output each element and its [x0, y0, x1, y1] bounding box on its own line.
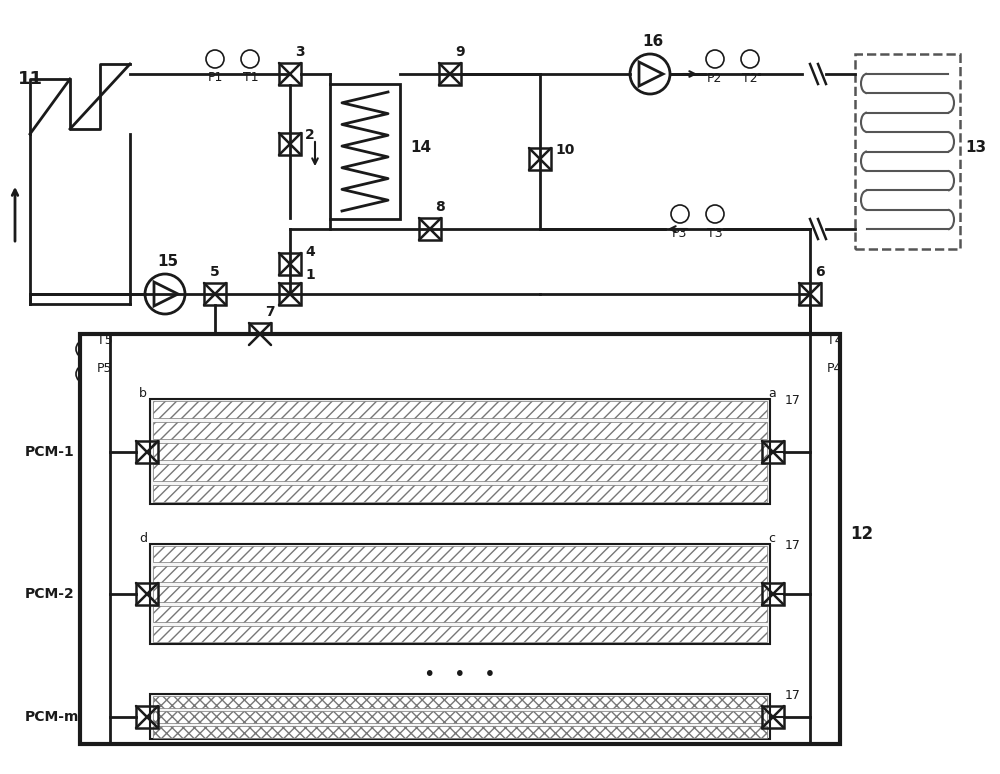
Bar	[762, 583, 784, 605]
Text: P3: P3	[672, 227, 687, 240]
Bar	[153, 725, 767, 738]
Text: 4: 4	[305, 245, 315, 259]
Text: b: b	[139, 387, 147, 400]
Bar	[204, 283, 226, 305]
Bar	[153, 443, 767, 460]
Text: 17: 17	[785, 689, 801, 702]
Text: 13: 13	[965, 140, 986, 155]
Text: 16: 16	[642, 34, 663, 49]
Bar	[762, 706, 784, 728]
Text: 12: 12	[850, 525, 873, 543]
Text: 6: 6	[815, 265, 825, 279]
Bar	[136, 583, 158, 605]
Text: 14: 14	[410, 140, 431, 155]
Text: T2: T2	[742, 72, 758, 85]
Bar	[136, 706, 158, 728]
Bar	[80, 334, 840, 744]
Text: c: c	[768, 532, 775, 545]
Bar	[439, 63, 461, 85]
Text: 3: 3	[295, 45, 305, 59]
Bar	[529, 148, 551, 170]
Bar	[150, 694, 770, 739]
Bar	[153, 546, 767, 562]
Bar	[153, 464, 767, 481]
Text: T4: T4	[827, 334, 843, 347]
Text: T1: T1	[243, 71, 259, 84]
Bar	[153, 696, 767, 707]
Bar	[153, 485, 767, 502]
Bar	[150, 544, 770, 644]
Text: P4: P4	[827, 362, 842, 375]
Text: PCM-1: PCM-1	[25, 445, 75, 459]
Text: 7: 7	[265, 305, 275, 319]
Text: PCM-m: PCM-m	[25, 710, 79, 724]
Bar	[279, 63, 301, 85]
Bar	[153, 422, 767, 439]
Text: 1: 1	[305, 268, 315, 282]
Bar	[799, 283, 821, 305]
Bar	[330, 84, 400, 219]
Bar	[153, 626, 767, 642]
Bar	[153, 711, 767, 722]
Bar	[419, 218, 441, 240]
Text: 2: 2	[305, 128, 315, 142]
Bar	[153, 606, 767, 622]
Text: a: a	[768, 387, 776, 400]
Bar	[762, 441, 784, 463]
Text: 10: 10	[555, 143, 574, 157]
Text: 17: 17	[785, 539, 801, 552]
Text: P2: P2	[707, 72, 722, 85]
Text: 9: 9	[455, 45, 465, 59]
Text: P5: P5	[97, 362, 112, 375]
Bar	[855, 54, 960, 249]
Bar	[249, 323, 271, 345]
Text: P1: P1	[208, 71, 223, 84]
Bar	[153, 566, 767, 582]
Bar	[150, 399, 770, 504]
Text: T3: T3	[707, 227, 723, 240]
Bar	[279, 253, 301, 275]
Text: PCM-2: PCM-2	[25, 587, 75, 601]
Bar	[279, 283, 301, 305]
Text: 15: 15	[157, 254, 178, 269]
Text: 8: 8	[435, 200, 445, 214]
Text: 17: 17	[785, 394, 801, 407]
Text: 11: 11	[18, 70, 43, 88]
Bar	[279, 133, 301, 155]
Bar	[153, 401, 767, 418]
Text: 5: 5	[210, 265, 220, 279]
Text: •   •   •: • • •	[424, 665, 496, 683]
Bar	[153, 586, 767, 602]
Text: T5: T5	[97, 334, 113, 347]
Bar	[136, 441, 158, 463]
Text: d: d	[139, 532, 147, 545]
